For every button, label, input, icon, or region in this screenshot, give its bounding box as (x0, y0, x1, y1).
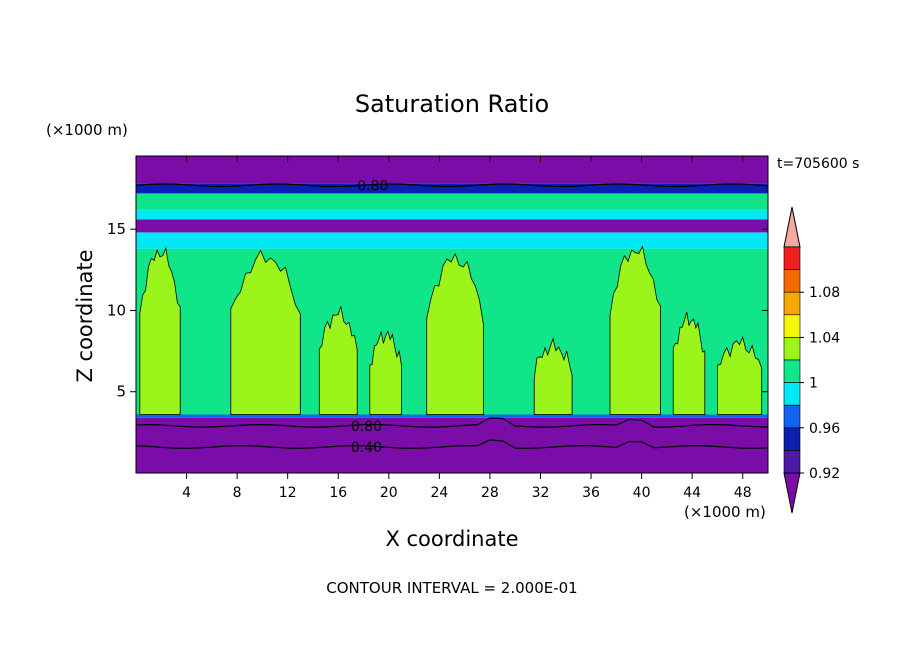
colorbar-label: 1.08 (809, 285, 840, 301)
x-tick-label: 24 (430, 485, 448, 501)
contour-interval-footer: CONTOUR INTERVAL = 2.000E-01 (326, 579, 577, 597)
plot-area: 0.80 0.80 0.40 (135, 155, 769, 474)
y-tick-label: 10 (107, 301, 126, 319)
x-axis-label: X coordinate (385, 527, 518, 551)
chart-title: Saturation Ratio (355, 90, 549, 118)
colorbar-label: 1.04 (809, 330, 840, 346)
contour-line-0-80-upper (136, 183, 768, 188)
x-tick-label: 28 (481, 485, 499, 501)
x-tick-label: 36 (582, 485, 600, 501)
y-tick-label: 5 (116, 383, 126, 401)
contour-label: 0.80 (357, 178, 388, 194)
x-tick-label: 16 (329, 485, 347, 501)
field-band (136, 193, 768, 210)
field-band (136, 183, 768, 194)
supersaturated-plume (426, 252, 484, 415)
colorbar: 1.08 1.04 1 0.96 0.92 (783, 206, 840, 514)
x-tick-label: 12 (279, 485, 297, 501)
y-tick-label: 15 (107, 220, 126, 238)
supersaturated-plume (318, 306, 358, 415)
supersaturated-plume (369, 330, 402, 415)
x-tick-label: 32 (532, 485, 550, 501)
contour-field: 0.80 0.80 0.40 (136, 156, 768, 473)
field-band (136, 414, 768, 418)
colorbar-label: 1 (809, 376, 818, 392)
supersaturated-plume (672, 311, 706, 415)
field-band (136, 209, 768, 220)
contour-line-0-80-lower (136, 417, 768, 428)
colorbar-bin (783, 269, 801, 293)
field-band (136, 219, 768, 233)
contour-line-0-40 (136, 439, 768, 449)
colorbar-under-triangle (783, 472, 801, 514)
field-band (136, 232, 768, 249)
contour-label: 0.40 (351, 440, 382, 456)
colorbar-label: 0.96 (809, 421, 840, 437)
supersaturated-plume (717, 335, 763, 415)
y-axis-label: Z coordinate (73, 249, 97, 382)
x-axis-unit: (×1000 m) (684, 503, 766, 521)
colorbar-over-triangle (783, 206, 801, 248)
x-tick-label: 8 (233, 485, 242, 501)
colorbar-bin (783, 359, 801, 383)
plot-frame (135, 155, 769, 474)
colorbar-bin (783, 246, 801, 270)
colorbar-bin (783, 291, 801, 316)
x-tick-label: 4 (182, 485, 191, 501)
supersaturated-plume (533, 337, 573, 415)
supersaturated-plume (139, 246, 181, 415)
supersaturated-plume (609, 245, 661, 415)
y-axis-unit: (×1000 m) (46, 121, 128, 139)
colorbar-bin (783, 427, 801, 451)
colorbar-bin (783, 337, 801, 361)
x-axis-ticks: 4 8 12 16 20 24 28 32 36 40 44 48 (182, 156, 752, 501)
y-axis-ticks: 5 10 15 (107, 220, 768, 401)
x-tick-label: 20 (380, 485, 398, 501)
colorbar-bin (783, 382, 801, 406)
field-band (136, 156, 768, 184)
contour-label: 0.80 (351, 419, 382, 435)
colorbar-label: 0.92 (809, 466, 840, 482)
colorbar-bin (783, 450, 801, 474)
x-tick-label: 40 (633, 485, 651, 501)
colorbar-bin (783, 314, 801, 338)
supersaturated-plume (230, 249, 301, 415)
colorbar-bin (783, 404, 801, 429)
x-tick-label: 44 (683, 485, 701, 501)
time-label: t=705600 s (777, 156, 859, 172)
x-tick-label: 48 (734, 485, 752, 501)
